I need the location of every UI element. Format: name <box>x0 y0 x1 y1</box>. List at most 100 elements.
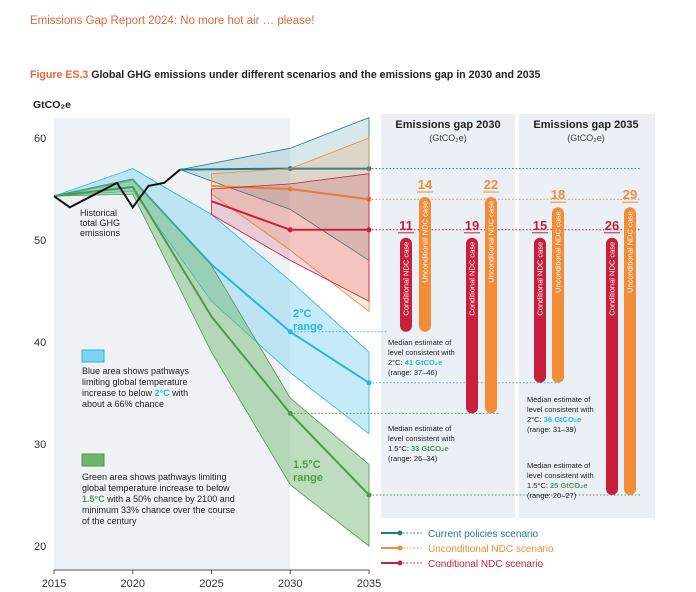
label-15c-range: range <box>293 472 323 484</box>
historical-label: total GHG <box>80 218 120 228</box>
gap-bar-value: 22 <box>484 177 498 192</box>
figure-title-text: Global GHG emissions under different sce… <box>91 69 541 81</box>
blue-area-swatch <box>81 349 105 363</box>
gap-note: level consistent with <box>527 471 594 480</box>
report-header: Emissions Gap Report 2024: No more hot a… <box>30 15 315 27</box>
gap-bar-conditional <box>534 237 546 383</box>
blue-area-note: with <box>170 388 189 398</box>
gap-note: 2°C: 41 GtCO₂e <box>388 358 442 367</box>
gap-bar-unconditional <box>624 207 636 495</box>
gap-bar-unconditional <box>419 197 431 332</box>
blue-area-note: limiting global temperature <box>82 377 188 387</box>
gap-note: Median estimate of <box>527 395 591 404</box>
gap-note: 2°C: 36 GtCO₂e <box>527 415 581 424</box>
gap-note-range: (range: 20–27) <box>527 491 577 500</box>
label-15c-range: 1.5°C <box>293 459 321 471</box>
y-tick-label: 40 <box>34 337 46 349</box>
x-tick-label: 2035 <box>357 578 381 590</box>
gap-bar-label: Conditional NDC case <box>608 242 617 316</box>
gap-note: level consistent with <box>388 434 455 443</box>
gap-panel-title: Emissions gap 2035 <box>533 119 638 131</box>
green-area-note: with a 50% chance by 2100 and <box>105 494 235 504</box>
green-area-note: Green area shows pathways limiting <box>82 472 227 482</box>
blue-area-note: about a 66% chance <box>82 399 164 409</box>
gap-note-range: (range: 31–39) <box>527 425 577 434</box>
gap-bar-value: 14 <box>418 177 433 192</box>
gap-note: level consistent with <box>388 348 455 357</box>
green-area-note: of the century <box>82 516 137 526</box>
y-tick-label: 60 <box>34 133 46 145</box>
median-point-unconditional <box>287 186 293 192</box>
label-2c-range: 2°C <box>293 308 312 320</box>
gap-note-value: 41 GtCO₂e <box>405 358 443 367</box>
blue-area-note: increase to below 2°C with <box>82 388 188 398</box>
gap-note: 1.5°C: 33 GtCO₂e <box>388 444 449 453</box>
label-2c-range: range <box>293 321 323 333</box>
gap-note: Median estimate of <box>527 461 591 470</box>
figure-title: Figure ES.3 Global GHG emissions under d… <box>30 69 540 81</box>
x-tick-label: 2015 <box>42 578 66 590</box>
y-tick-label: 50 <box>34 235 46 247</box>
green-area-note: global temperature increase to below <box>82 483 230 493</box>
median-line-two_c <box>53 178 370 384</box>
gap-bar-conditional <box>400 237 412 332</box>
gap-note: level consistent with <box>527 405 594 414</box>
gap-note-value: 33 GtCO₂e <box>411 444 449 453</box>
legend-label-unconditional: Unconditional NDC scenario <box>428 544 554 555</box>
y-axis-label: GtCO₂e <box>33 99 71 111</box>
gap-bar-value: 18 <box>551 187 565 202</box>
gap-note-range: (range: 26–34) <box>388 454 438 463</box>
green-area-swatch <box>81 453 105 467</box>
legend-marker-conditional <box>397 560 403 566</box>
gap-panel-unit: (GtCO₂e) <box>429 133 467 143</box>
gap-bar-label: Unconditional NDC case <box>421 201 430 283</box>
gap-note-value: 36 GtCO₂e <box>544 415 582 424</box>
gap-bar-value: 29 <box>623 187 637 202</box>
band-one_five_c <box>53 178 370 547</box>
gap-bar-label: Unconditional NDC case <box>554 211 563 293</box>
gap-panel-title: Emissions gap 2030 <box>395 119 500 131</box>
green-area-note: minimum 33% chance over the course <box>82 505 235 515</box>
green-area-note-highlight: 1.5°C <box>82 494 105 504</box>
gap-bar-label: Conditional NDC case <box>468 242 477 316</box>
x-tick-label: 2025 <box>199 578 223 590</box>
legend-marker-current <box>397 530 403 536</box>
gap-note: 1.5°C: 25 GtCO₂e <box>527 481 588 490</box>
gap-bar-unconditional <box>485 197 497 414</box>
legend-marker-unconditional <box>397 545 403 551</box>
gap-bar-conditional <box>606 237 618 496</box>
gap-bar-value: 15 <box>533 218 547 233</box>
gap-bar-unconditional <box>552 207 564 383</box>
gap-note: Median estimate of <box>388 424 452 433</box>
fan-conditional <box>211 173 370 302</box>
gap-panel-unit: (GtCO₂e) <box>567 133 605 143</box>
median-point-conditional <box>366 227 372 233</box>
y-tick-label: 20 <box>34 541 46 553</box>
blue-area-note-highlight: 2°C <box>155 388 171 398</box>
historical-label: Historical <box>80 208 117 218</box>
x-tick-label: 2020 <box>121 578 145 590</box>
x-tick-label: 2030 <box>278 578 302 590</box>
gap-bar-label: Conditional NDC case <box>536 242 545 316</box>
gap-bar-value: 11 <box>399 218 413 233</box>
historical-label: emissions <box>80 228 121 238</box>
historical-line <box>53 168 181 210</box>
green-area-note: 1.5°C with a 50% chance by 2100 and <box>82 494 235 504</box>
median-line-one_five_c <box>53 185 370 496</box>
gap-bar-label: Unconditional NDC case <box>626 211 635 293</box>
legend-label-current: Current policies scenario <box>428 529 538 540</box>
band-two_c <box>53 168 370 435</box>
gap-note-value: 25 GtCO₂e <box>550 481 588 490</box>
gap-bar-value: 26 <box>605 218 619 233</box>
gap-note: Median estimate of <box>388 338 452 347</box>
gap-note-range: (range: 37–46) <box>388 368 438 377</box>
gap-bar-value: 19 <box>465 218 479 233</box>
gap-bar-label: Conditional NDC case <box>402 242 411 316</box>
gap-bar-conditional <box>466 237 478 414</box>
median-point-conditional <box>287 227 293 233</box>
blue-area-note: Blue area shows pathways <box>82 366 190 376</box>
figure-id: Figure ES.3 <box>30 69 89 81</box>
y-tick-label: 30 <box>34 439 46 451</box>
legend-label-conditional: Conditional NDC scenario <box>428 559 543 570</box>
